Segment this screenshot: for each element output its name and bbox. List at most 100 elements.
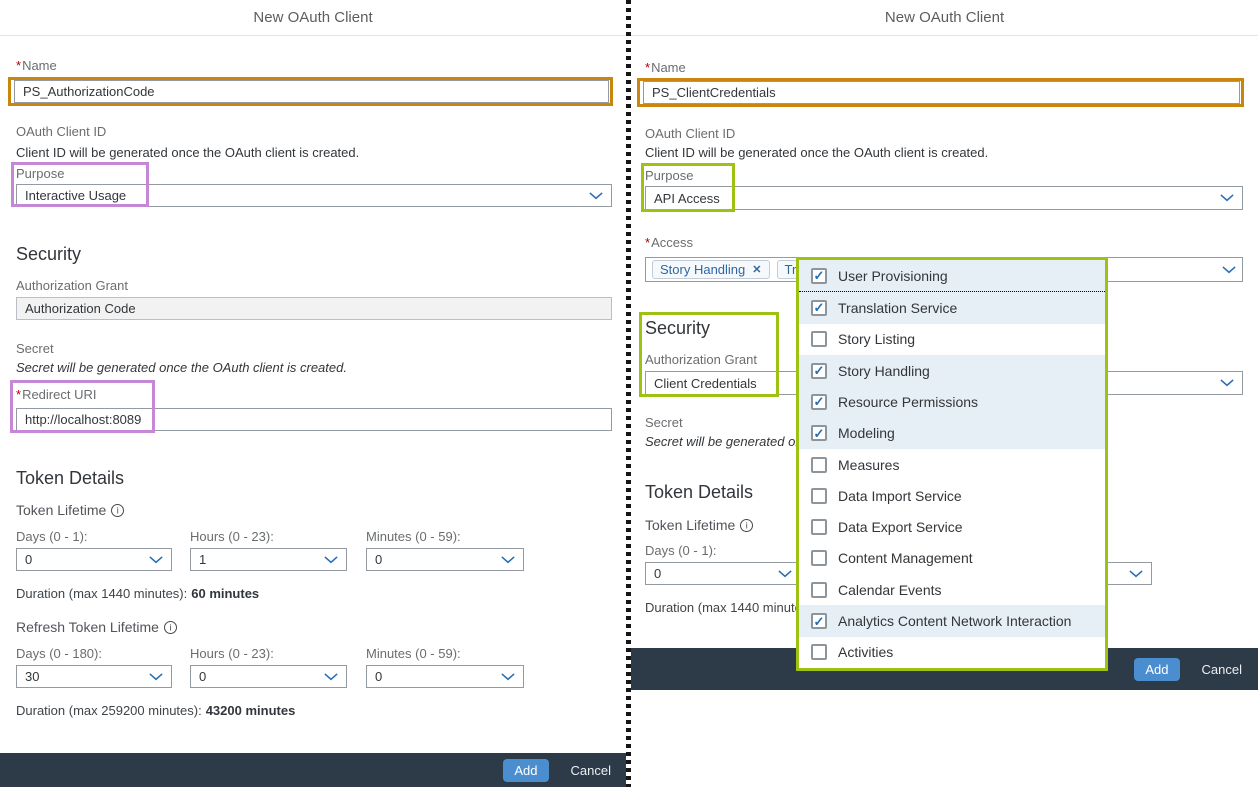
name-input[interactable]: PS_AuthorizationCode xyxy=(14,80,609,103)
dotted-divider xyxy=(626,0,631,787)
refresh-minutes-select[interactable]: 0 xyxy=(366,665,524,688)
checkbox-icon[interactable] xyxy=(811,487,827,504)
access-dropdown-item[interactable]: Story Handling xyxy=(799,354,1105,387)
token-duration: Duration (max 1440 minutes): 60 minutes xyxy=(16,586,260,601)
remove-token-icon[interactable]: ✕ xyxy=(752,264,762,276)
info-icon[interactable] xyxy=(740,519,754,532)
cancel-button[interactable]: Cancel xyxy=(570,762,611,778)
minutes-label: Minutes (0 - 59): xyxy=(366,529,461,544)
checkbox-icon[interactable] xyxy=(811,362,827,379)
days-label: Days (0 - 1): xyxy=(645,543,717,558)
hours-select[interactable]: 1 xyxy=(190,548,347,571)
add-button[interactable]: Add xyxy=(1134,657,1180,681)
days-select[interactable]: 0 xyxy=(645,562,801,585)
access-dropdown-item[interactable]: Translation Service xyxy=(799,292,1105,324)
access-dropdown-item[interactable]: Story Listing xyxy=(799,323,1105,355)
access-dropdown-item[interactable]: Measures xyxy=(799,448,1105,481)
oauth-client-id-label: OAuth Client ID xyxy=(16,124,107,139)
access-dropdown-item[interactable]: Resource Permissions xyxy=(799,386,1105,418)
access-token-label: Story Handling xyxy=(660,262,746,277)
access-dropdown-item-label: Measures xyxy=(838,456,900,473)
checkbox-icon[interactable] xyxy=(811,519,827,536)
auth-grant-field: Authorization Code xyxy=(16,297,612,320)
redirect-uri-value: http://localhost:8089 xyxy=(25,412,142,427)
access-dropdown-item-label: Calendar Events xyxy=(838,581,942,598)
redirect-uri-input[interactable]: http://localhost:8089 xyxy=(16,408,612,431)
access-dropdown-item-label: Modeling xyxy=(838,425,895,442)
checkbox-icon[interactable] xyxy=(811,267,827,284)
purpose-select[interactable]: API Access xyxy=(645,186,1243,210)
refresh-hours-select[interactable]: 0 xyxy=(190,665,347,688)
access-dropdown-item[interactable]: Calendar Events xyxy=(799,574,1105,606)
purpose-select-value: Interactive Usage xyxy=(25,188,127,203)
chevron-down-icon xyxy=(501,672,515,680)
dialog-title: New OAuth Client xyxy=(884,9,1005,26)
access-dropdown-item[interactable]: Activities xyxy=(799,636,1105,669)
token-lifetime-label: Token Lifetime xyxy=(645,517,754,533)
checkbox-icon[interactable] xyxy=(811,613,827,630)
purpose-label: Purpose xyxy=(16,166,65,181)
auth-grant-label: Authorization Grant xyxy=(16,278,129,293)
secret-label: Secret xyxy=(645,415,683,430)
access-dropdown-item[interactable]: Modeling xyxy=(799,417,1105,449)
days-label: Days (0 - 1): xyxy=(16,529,88,544)
purpose-label: Purpose xyxy=(645,168,694,183)
access-dropdown-item-label: Content Management xyxy=(838,550,973,567)
chevron-down-icon xyxy=(1222,265,1236,273)
access-dropdown-item[interactable]: Content Management xyxy=(799,542,1105,575)
name-label: Name xyxy=(16,58,57,73)
name-input-value: PS_AuthorizationCode xyxy=(23,84,155,99)
access-token[interactable]: Story Handling ✕ xyxy=(652,260,770,279)
chevron-down-icon xyxy=(778,569,792,577)
oauth-client-id-label: OAuth Client ID xyxy=(645,126,736,141)
name-input-value: PS_ClientCredentials xyxy=(652,85,776,100)
chevron-down-icon xyxy=(324,555,338,563)
checkbox-icon[interactable] xyxy=(811,644,827,661)
access-dropdown-item[interactable]: Analytics Content Network Interaction xyxy=(799,605,1105,637)
chevron-down-icon xyxy=(324,672,338,680)
checkbox-icon[interactable] xyxy=(811,299,827,316)
refresh-days-select[interactable]: 30 xyxy=(16,665,172,688)
chevron-down-icon xyxy=(149,672,163,680)
dialog-new-oauth-client-right: New OAuth Client Name PS_ClientCredentia… xyxy=(631,0,1258,787)
redirect-uri-label: Redirect URI xyxy=(16,387,96,402)
checkbox-icon[interactable] xyxy=(811,393,827,410)
access-dropdown-item[interactable]: User Provisioning xyxy=(799,260,1105,293)
access-dropdown-item-label: Activities xyxy=(838,644,894,661)
security-heading: Security xyxy=(645,318,711,338)
cancel-button[interactable]: Cancel xyxy=(1201,661,1242,677)
checkbox-icon[interactable] xyxy=(811,425,827,442)
access-dropdown-item-label: Translation Service xyxy=(838,299,958,316)
checkbox-icon[interactable] xyxy=(811,456,827,473)
dialog-header: New OAuth Client xyxy=(631,0,1258,36)
info-icon[interactable] xyxy=(163,621,177,634)
access-dropdown-item-label: Story Handling xyxy=(838,362,930,379)
chevron-down-icon xyxy=(589,191,603,199)
access-dropdown-item-label: Data Export Service xyxy=(838,519,963,536)
minutes-select[interactable]: 0 xyxy=(366,548,524,571)
auth-grant-value: Authorization Code xyxy=(25,301,136,316)
access-dropdown-list: User Provisioning Translation Service St… xyxy=(796,257,1108,671)
purpose-select-value: API Access xyxy=(654,190,720,206)
add-button[interactable]: Add xyxy=(503,758,549,782)
days-select[interactable]: 0 xyxy=(16,548,172,571)
checkbox-icon[interactable] xyxy=(811,331,827,348)
auth-grant-value: Client Credentials xyxy=(654,375,757,391)
checkbox-icon[interactable] xyxy=(811,581,827,598)
access-label: Access xyxy=(645,235,693,250)
access-dropdown-item-label: Story Listing xyxy=(838,331,916,348)
name-input[interactable]: PS_ClientCredentials xyxy=(643,81,1240,104)
token-details-heading: Token Details xyxy=(645,482,754,502)
access-dropdown-item[interactable]: Data Import Service xyxy=(799,480,1105,512)
chevron-down-icon xyxy=(1220,379,1234,387)
name-label: Name xyxy=(645,60,686,75)
dialog-title: New OAuth Client xyxy=(253,9,373,26)
refresh-minutes-label: Minutes (0 - 59): xyxy=(366,646,461,661)
checkbox-icon[interactable] xyxy=(811,550,827,567)
info-icon[interactable] xyxy=(111,504,125,517)
oauth-client-id-note: Client ID will be generated once the OAu… xyxy=(645,145,989,160)
access-dropdown-item[interactable]: Data Export Service xyxy=(799,511,1105,543)
purpose-select[interactable]: Interactive Usage xyxy=(16,184,612,207)
refresh-token-lifetime-label: Refresh Token Lifetime xyxy=(16,619,177,635)
